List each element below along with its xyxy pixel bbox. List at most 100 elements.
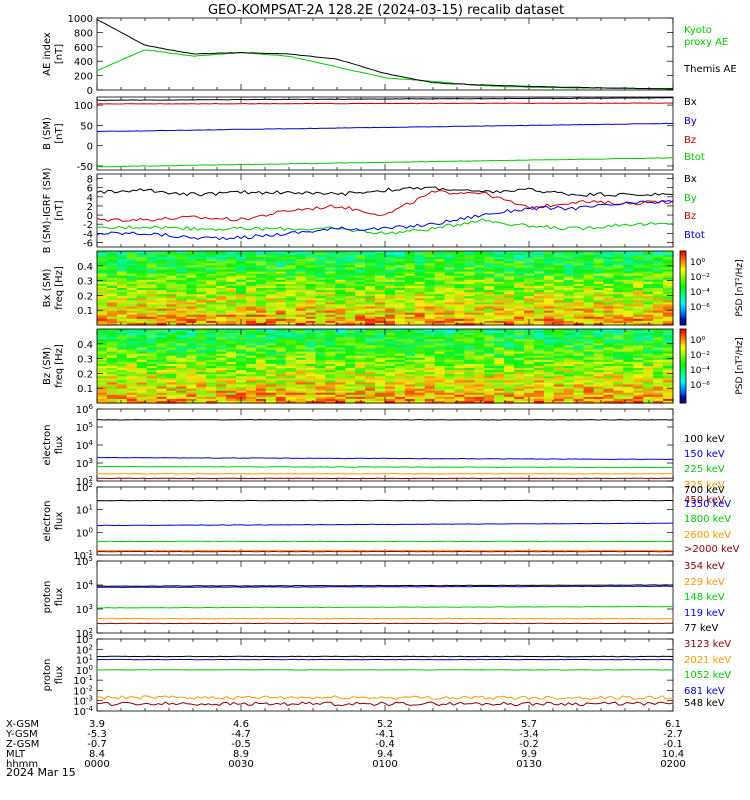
spectrogram-cell: [573, 304, 585, 308]
spectrogram-cell: [355, 341, 366, 344]
spectrogram-cell: [176, 257, 187, 260]
spectrogram-cell: [216, 275, 227, 279]
spectrogram-cell: [663, 279, 674, 283]
spectrogram-cell: [514, 298, 525, 301]
spectrogram-cell: [126, 310, 138, 314]
spectrogram-cell: [285, 288, 297, 291]
spectrogram-cell: [345, 285, 356, 289]
spectrogram-cell: [216, 361, 227, 365]
spectrogram-cell: [375, 394, 386, 398]
spectrogram-cell: [295, 378, 307, 381]
spectrogram-cell: [355, 310, 366, 314]
spectrogram-cell: [196, 312, 207, 316]
spectrogram-cell: [375, 300, 386, 303]
spectrogram-cell: [444, 314, 456, 318]
spectrogram-cell: [524, 302, 535, 306]
spectrogram-cell: [573, 329, 585, 332]
spectrogram-cell: [126, 370, 138, 373]
spectrogram-cell: [285, 382, 297, 386]
spectrogram-cell: [653, 288, 664, 291]
spectrogram-cell: [375, 251, 386, 254]
spectrogram-cell: [593, 341, 605, 344]
spectrogram-cell: [633, 345, 644, 349]
spectrogram-cell: [444, 335, 456, 338]
spectrogram-cell: [603, 279, 614, 283]
spectrogram-cell: [633, 275, 644, 279]
spectrogram-cell: [97, 390, 108, 394]
spectrogram-cell: [156, 372, 168, 375]
spectrogram-cell: [176, 394, 187, 398]
spectrogram-cell: [454, 257, 465, 260]
spectrogram-cell: [305, 265, 317, 269]
spectrogram-cell: [275, 302, 287, 306]
spectrogram-cell: [345, 394, 356, 398]
ephemeris-value: 0000: [84, 759, 109, 770]
spectrogram-cell: [593, 394, 605, 398]
spectrogram-cell: [97, 353, 108, 357]
spectrogram-cell: [444, 255, 456, 258]
spectrogram-cell: [454, 312, 465, 316]
spectrogram-cell: [216, 279, 227, 283]
spectrogram-cell: [146, 290, 158, 293]
spectrogram-cell: [444, 337, 456, 340]
spectrogram-cell: [434, 288, 446, 291]
spectrogram-cell: [285, 374, 297, 377]
spectrogram-cell: [524, 351, 535, 355]
spectrogram-cell: [593, 382, 605, 386]
spectrogram-cell: [424, 255, 436, 258]
spectrogram-cell: [543, 374, 555, 377]
spectrogram-cell: [653, 361, 664, 365]
spectrogram-cell: [663, 390, 674, 394]
spectrogram-cell: [573, 343, 585, 347]
spectrogram-cell: [494, 277, 505, 281]
spectrogram-cell: [504, 277, 515, 281]
spectrogram-cell: [603, 259, 614, 262]
spectrogram-cell: [494, 345, 505, 349]
spectrogram-cell: [534, 368, 545, 371]
spectrogram-cell: [216, 384, 227, 388]
spectrogram-cell: [444, 388, 456, 392]
spectrogram-cell: [474, 255, 485, 258]
spectrogram-cell: [97, 271, 108, 275]
spectrogram-cell: [275, 363, 287, 367]
spectrogram-cell: [345, 339, 356, 342]
spectrogram-cell: [97, 302, 108, 306]
y-tick-label: -4: [83, 229, 93, 240]
spectrogram-cell: [335, 257, 346, 260]
spectrogram-cell: [534, 349, 545, 353]
spectrogram-cell: [265, 310, 277, 314]
spectrogram-cell: [206, 345, 217, 349]
spectrogram-cell: [156, 263, 168, 266]
spectrogram-cell: [484, 353, 495, 357]
spectrogram-cell: [563, 292, 575, 295]
spectrogram-cell: [613, 355, 624, 359]
spectrogram-cell: [603, 292, 614, 295]
spectrogram-cell: [375, 337, 386, 340]
colorbar-swatch: [680, 305, 686, 309]
spectrogram-cell: [583, 341, 595, 344]
spectrogram-cell: [126, 283, 138, 287]
spectrogram-cell: [116, 306, 128, 310]
spectrogram-cell: [146, 308, 158, 312]
spectrogram-cell: [385, 351, 396, 355]
spectrogram-cell: [285, 294, 297, 297]
spectrogram-cell: [543, 292, 555, 295]
spectrogram-cell: [573, 392, 585, 396]
spectrogram-cell: [593, 292, 605, 295]
spectrogram-cell: [176, 271, 187, 275]
spectrogram-cell: [116, 349, 128, 353]
spectrogram-cell: [156, 376, 168, 379]
spectrogram-cell: [226, 255, 237, 258]
spectrogram-cell: [543, 370, 555, 373]
spectrogram-cell: [613, 396, 624, 400]
spectrogram-cell: [345, 269, 356, 273]
spectrogram-cell: [305, 267, 317, 271]
spectrogram-cell: [434, 388, 446, 392]
ephemeris-value: -0.2: [519, 739, 539, 750]
colorbar-swatch: [680, 329, 686, 332]
spectrogram-cell: [136, 281, 148, 285]
spectrogram-cell: [166, 341, 177, 344]
spectrogram-cell: [315, 398, 326, 402]
spectrogram-cell: [603, 345, 614, 349]
spectrogram-cell: [97, 304, 108, 308]
